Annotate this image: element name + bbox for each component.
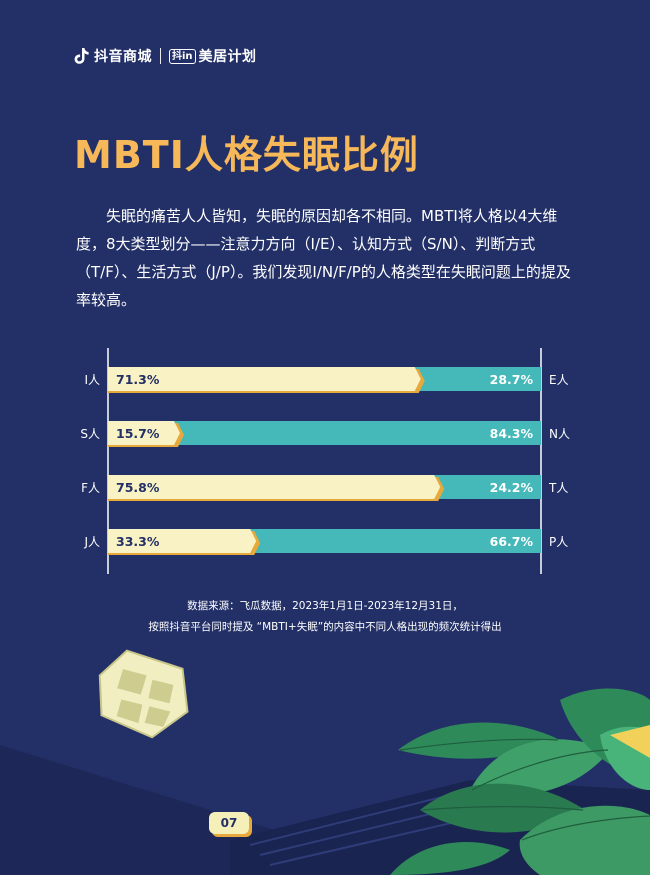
brand-name: 抖音商城	[94, 49, 152, 65]
douyin-badge: 抖in	[169, 48, 196, 64]
left-category-label: F人	[81, 481, 100, 495]
palm-leaves	[390, 688, 650, 875]
left-value-label: 71.3%	[116, 372, 160, 387]
left-value-label: 33.3%	[116, 534, 160, 549]
right-bar	[430, 475, 541, 499]
left-value-label: 15.7%	[116, 426, 160, 441]
right-category-label: E人	[549, 373, 569, 387]
left-bar	[108, 367, 421, 391]
right-bar	[410, 367, 541, 391]
right-value-label: 84.3%	[490, 426, 534, 441]
intro-paragraph: 失眠的痛苦人人皆知，失眠的原因却各不相同。MBTI将人格以4大维度，8大类型划分…	[76, 207, 571, 309]
douyin-logo-icon	[74, 48, 89, 64]
left-category-label: S人	[80, 427, 100, 441]
left-value-label: 75.8%	[116, 480, 160, 495]
right-bar	[246, 529, 541, 553]
right-category-label: P人	[549, 535, 568, 549]
mbti-bar-chart: I人 E人 71.3% 28.7% S人 N人 15.7% 84.3% F人 T人 75.8% 24.…	[80, 348, 570, 574]
source-line-2: 按照抖音平台同时提及 “MBTI+失眠”的内容中不同人格出现的频次统计得出	[148, 621, 502, 633]
left-bar	[108, 529, 257, 553]
header: 抖音商城 抖in 美居计划	[74, 46, 257, 66]
page-number: 07	[209, 812, 249, 834]
header-divider	[160, 48, 161, 64]
page-title: MBTI人格失眠比例	[74, 133, 419, 177]
leaf-veins	[399, 738, 650, 841]
right-category-label: N人	[549, 427, 570, 441]
right-value-label: 28.7%	[490, 372, 534, 387]
left-bar	[108, 475, 441, 499]
right-value-label: 66.7%	[490, 534, 534, 549]
right-category-label: T人	[548, 481, 568, 495]
left-category-label: I人	[84, 373, 100, 387]
right-value-label: 24.2%	[490, 480, 534, 495]
decoration-illustration	[0, 649, 650, 875]
program-name: 美居计划	[198, 49, 257, 65]
left-bar	[108, 421, 180, 445]
right-bar	[169, 421, 541, 445]
left-category-label: J人	[83, 535, 100, 549]
source-line-1: 数据来源：飞瓜数据，2023年1月1日-2023年12月31日，	[187, 600, 463, 612]
diamond-ornament	[98, 649, 189, 739]
